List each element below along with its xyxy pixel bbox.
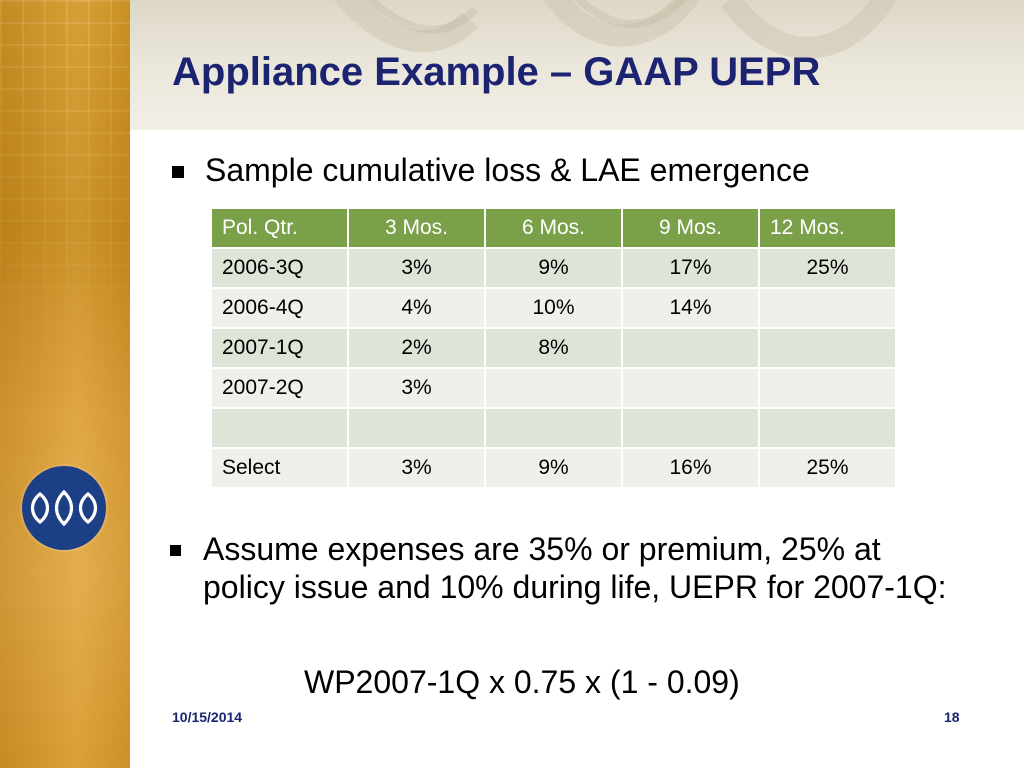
header-12-mos: 12 Mos. — [758, 207, 897, 249]
table-row: 2007-1Q 2% 8% — [210, 327, 897, 369]
table-cell: 9% — [484, 447, 623, 489]
table-cell: 16% — [621, 447, 760, 489]
triple-wave-icon — [30, 489, 98, 527]
table-cell — [484, 367, 623, 409]
table-row — [210, 407, 897, 449]
left-decorative-strip — [0, 0, 130, 768]
table-cell — [758, 287, 897, 329]
strip-shade — [0, 0, 130, 768]
table-cell — [621, 407, 760, 449]
bullet-text: Sample cumulative loss & LAE emergence — [205, 152, 810, 188]
footer-date: 10/15/2014 — [172, 709, 243, 725]
table-cell: 3% — [347, 367, 486, 409]
top-banner — [130, 0, 1024, 130]
table-cell: 25% — [758, 447, 897, 489]
table-cell: 4% — [347, 287, 486, 329]
table-cell: 2% — [347, 327, 486, 369]
table-cell: 8% — [484, 327, 623, 369]
square-bullet-icon — [170, 545, 181, 556]
table-row: 2007-2Q 3% — [210, 367, 897, 409]
table-cell — [758, 367, 897, 409]
table-cell — [484, 407, 623, 449]
square-pattern — [0, 0, 130, 380]
table-cell: 14% — [621, 287, 760, 329]
table-cell: 17% — [621, 247, 760, 289]
bullet-sample-emergence: Sample cumulative loss & LAE emergence — [172, 148, 952, 192]
table-cell — [621, 367, 760, 409]
table-cell — [758, 327, 897, 369]
table-cell — [758, 407, 897, 449]
bullet-text: Assume expenses are 35% or premium, 25% … — [203, 531, 947, 605]
emergence-table: Pol. Qtr. 3 Mos. 6 Mos. 9 Mos. 12 Mos. 2… — [210, 207, 897, 489]
table-cell: 25% — [758, 247, 897, 289]
table-row: 2006-3Q 3% 9% 17% 25% — [210, 247, 897, 289]
table-row: Select 3% 9% 16% 25% — [210, 447, 897, 489]
table-cell: Select — [210, 447, 349, 489]
table-cell — [347, 407, 486, 449]
square-bullet-icon — [172, 166, 184, 178]
table-row: 2006-4Q 4% 10% 14% — [210, 287, 897, 329]
table-cell: 2007-2Q — [210, 367, 349, 409]
bullet-expense-assumption: Assume expenses are 35% or premium, 25% … — [170, 530, 970, 606]
table-cell: 3% — [347, 447, 486, 489]
table-cell — [210, 407, 349, 449]
table-cell: 9% — [484, 247, 623, 289]
header-6-mos: 6 Mos. — [484, 207, 623, 249]
slide-title: Appliance Example – GAAP UEPR — [172, 50, 821, 94]
emergence-table-container: Pol. Qtr. 3 Mos. 6 Mos. 9 Mos. 12 Mos. 2… — [210, 207, 897, 489]
wave-decoration — [334, 0, 897, 59]
page-number: 18 — [944, 709, 960, 725]
table-cell — [621, 327, 760, 369]
company-logo — [22, 466, 106, 550]
table-cell: 3% — [347, 247, 486, 289]
table-cell: 2006-3Q — [210, 247, 349, 289]
table-cell: 2007-1Q — [210, 327, 349, 369]
table-cell: 2006-4Q — [210, 287, 349, 329]
header-9-mos: 9 Mos. — [621, 207, 760, 249]
table-header-row: Pol. Qtr. 3 Mos. 6 Mos. 9 Mos. 12 Mos. — [210, 207, 897, 249]
header-pol-qtr: Pol. Qtr. — [210, 207, 349, 249]
uepr-formula: WP2007-1Q x 0.75 x (1 - 0.09) — [304, 664, 740, 700]
header-3-mos: 3 Mos. — [347, 207, 486, 249]
table-cell: 10% — [484, 287, 623, 329]
